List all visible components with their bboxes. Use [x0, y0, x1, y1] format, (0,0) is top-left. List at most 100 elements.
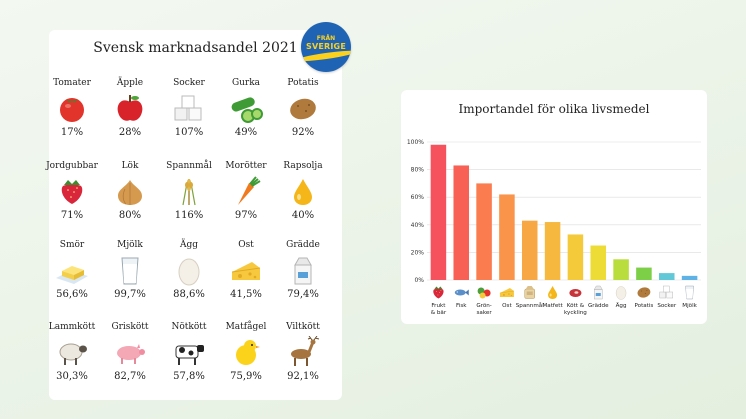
market-share-item-label: Äpple	[116, 78, 144, 88]
strawberry-icon	[433, 286, 444, 299]
market-share-item: Spannmål 116%	[160, 161, 218, 221]
market-share-item-value: 107%	[174, 127, 204, 138]
sheep-icon	[59, 343, 87, 365]
market-share-item-label: Mjölk	[117, 240, 143, 250]
x-category-label-line2: & bär	[431, 310, 447, 316]
market-share-item: Jordgubbar 71%	[43, 161, 101, 221]
market-share-item-label: Matfågel	[225, 322, 267, 332]
sugar-cubes-icon	[659, 285, 673, 299]
market-share-item-value: 75,9%	[230, 371, 262, 382]
bar	[476, 183, 492, 280]
market-share-item-value: 99,7%	[114, 289, 146, 300]
badge-line1: FRÅN	[316, 35, 336, 42]
chart-title: Importandel för olika livsmedel	[458, 102, 650, 116]
x-category-label: Ost	[502, 303, 512, 309]
market-share-item: Rapsolja 40%	[274, 161, 332, 221]
market-share-item-label: Smör	[59, 240, 85, 250]
import-share-chart: 0% 20% 40% 60% 80% 100% Frukt& bär Fisk Grön-sak…	[407, 139, 701, 316]
market-share-item: Ägg 88,6%	[160, 240, 218, 300]
cucumber-icon	[231, 97, 263, 123]
market-share-item-label: Tomater	[53, 78, 91, 88]
x-category-label: Kött &	[567, 303, 585, 309]
market-share-item-label: Grädde	[286, 240, 320, 250]
bar	[453, 165, 470, 280]
market-share-item-value: 28%	[118, 127, 142, 138]
market-share-item: Mjölk 99,7%	[101, 240, 159, 300]
x-category-label: Grädde	[588, 303, 609, 309]
grain-bag-icon	[524, 286, 535, 299]
y-tick-label: 100%	[407, 139, 424, 146]
market-share-item-label: Ost	[238, 240, 254, 250]
x-category-label: Grön-	[476, 303, 492, 309]
market-share-title: Svensk marknadsandel 2021	[93, 40, 298, 56]
fran-sverige-badge: FRÅN SVERIGE	[301, 22, 351, 72]
market-share-item-value: 56,6%	[56, 289, 88, 300]
y-tick-label: 0%	[414, 277, 424, 284]
x-category-label: Socker	[657, 303, 677, 309]
market-share-item-value: 92%	[291, 127, 315, 138]
market-share-item-value: 80%	[118, 210, 142, 221]
market-share-item-value: 79,4%	[287, 289, 319, 300]
market-share-item-label: Griskött	[111, 322, 149, 332]
market-share-item-label: Potatis	[287, 78, 319, 88]
market-share-item: Lök 80%	[101, 161, 159, 221]
x-category-label: Fisk	[456, 303, 467, 309]
market-share-item-value: 71%	[60, 210, 84, 221]
bar	[613, 259, 629, 280]
x-category-label: Frukt	[431, 303, 446, 309]
market-share-item: Lammkött 30,3%	[43, 322, 101, 382]
market-share-item-label: Socker	[173, 78, 205, 88]
market-share-item-label: Lammkött	[48, 322, 96, 332]
market-share-item-value: 88,6%	[173, 289, 205, 300]
market-share-item-value: 49%	[234, 127, 258, 138]
strawberry-icon	[61, 180, 83, 204]
bar	[567, 234, 584, 280]
y-tick-label: 20%	[411, 249, 425, 256]
deer-icon	[291, 336, 320, 366]
egg-icon	[615, 286, 627, 300]
market-share-item-label: Ägg	[179, 240, 199, 250]
grain-icon	[182, 179, 196, 206]
market-share-item: Matfågel 75,9%	[217, 322, 275, 382]
market-share-item-label: Morötter	[225, 161, 267, 171]
market-share-item: Nötkött 57,8%	[160, 322, 218, 382]
market-share-item-label: Rapsolja	[283, 161, 323, 171]
market-share-item: Äpple 28%	[101, 78, 159, 138]
market-share-item: Smör 56,6%	[43, 240, 101, 300]
bar	[636, 267, 652, 280]
market-share-item: Potatis 92%	[274, 78, 332, 138]
bar	[521, 220, 538, 280]
market-share-item-value: 116%	[174, 210, 204, 221]
milk-glass-icon	[121, 257, 139, 285]
x-category-label: Spannmål	[516, 302, 544, 309]
market-share-item-label: Viltkött	[286, 322, 320, 332]
market-share-item: Morötter 97%	[217, 161, 275, 221]
market-share-item-value: 92,1%	[287, 371, 319, 382]
market-share-item: Tomater 17%	[43, 78, 101, 138]
market-share-item-value: 30,3%	[56, 371, 88, 382]
import-share-card: Importandel för olika livsmedel 0% 20% 40%…	[401, 90, 707, 324]
fish-icon	[454, 289, 469, 296]
cheese-icon	[499, 288, 514, 297]
market-share-item: Gurka 49%	[217, 78, 275, 138]
milk-glass-icon	[685, 285, 694, 300]
x-category-label-line2: saker	[477, 310, 493, 316]
oil-drop-icon	[294, 179, 312, 205]
market-share-item-value: 97%	[234, 210, 258, 221]
y-tick-label: 60%	[411, 194, 425, 201]
market-share-grid: Tomater 17% Äpple 28% Socker 107% Gurka 49% Pota…	[46, 30, 342, 400]
x-category-label: Potatis	[634, 303, 653, 309]
market-share-card: Svensk marknadsandel 2021 Tomater 17% Äppl…	[46, 30, 342, 400]
x-category-label: Ägg	[616, 302, 627, 309]
market-share-item-value: 17%	[60, 127, 84, 138]
oil-drop-icon	[548, 286, 558, 299]
cow-icon	[175, 345, 204, 365]
potato-icon	[290, 98, 316, 120]
market-share-item-label: Spannmål	[166, 161, 212, 171]
x-category-label: Mjölk	[682, 303, 697, 309]
cream-carton-icon	[593, 285, 603, 300]
x-category-label-line2: kyckling	[564, 310, 587, 316]
cream-carton-icon	[294, 257, 312, 285]
sugar-cubes-icon	[174, 95, 202, 121]
bar	[430, 144, 447, 280]
